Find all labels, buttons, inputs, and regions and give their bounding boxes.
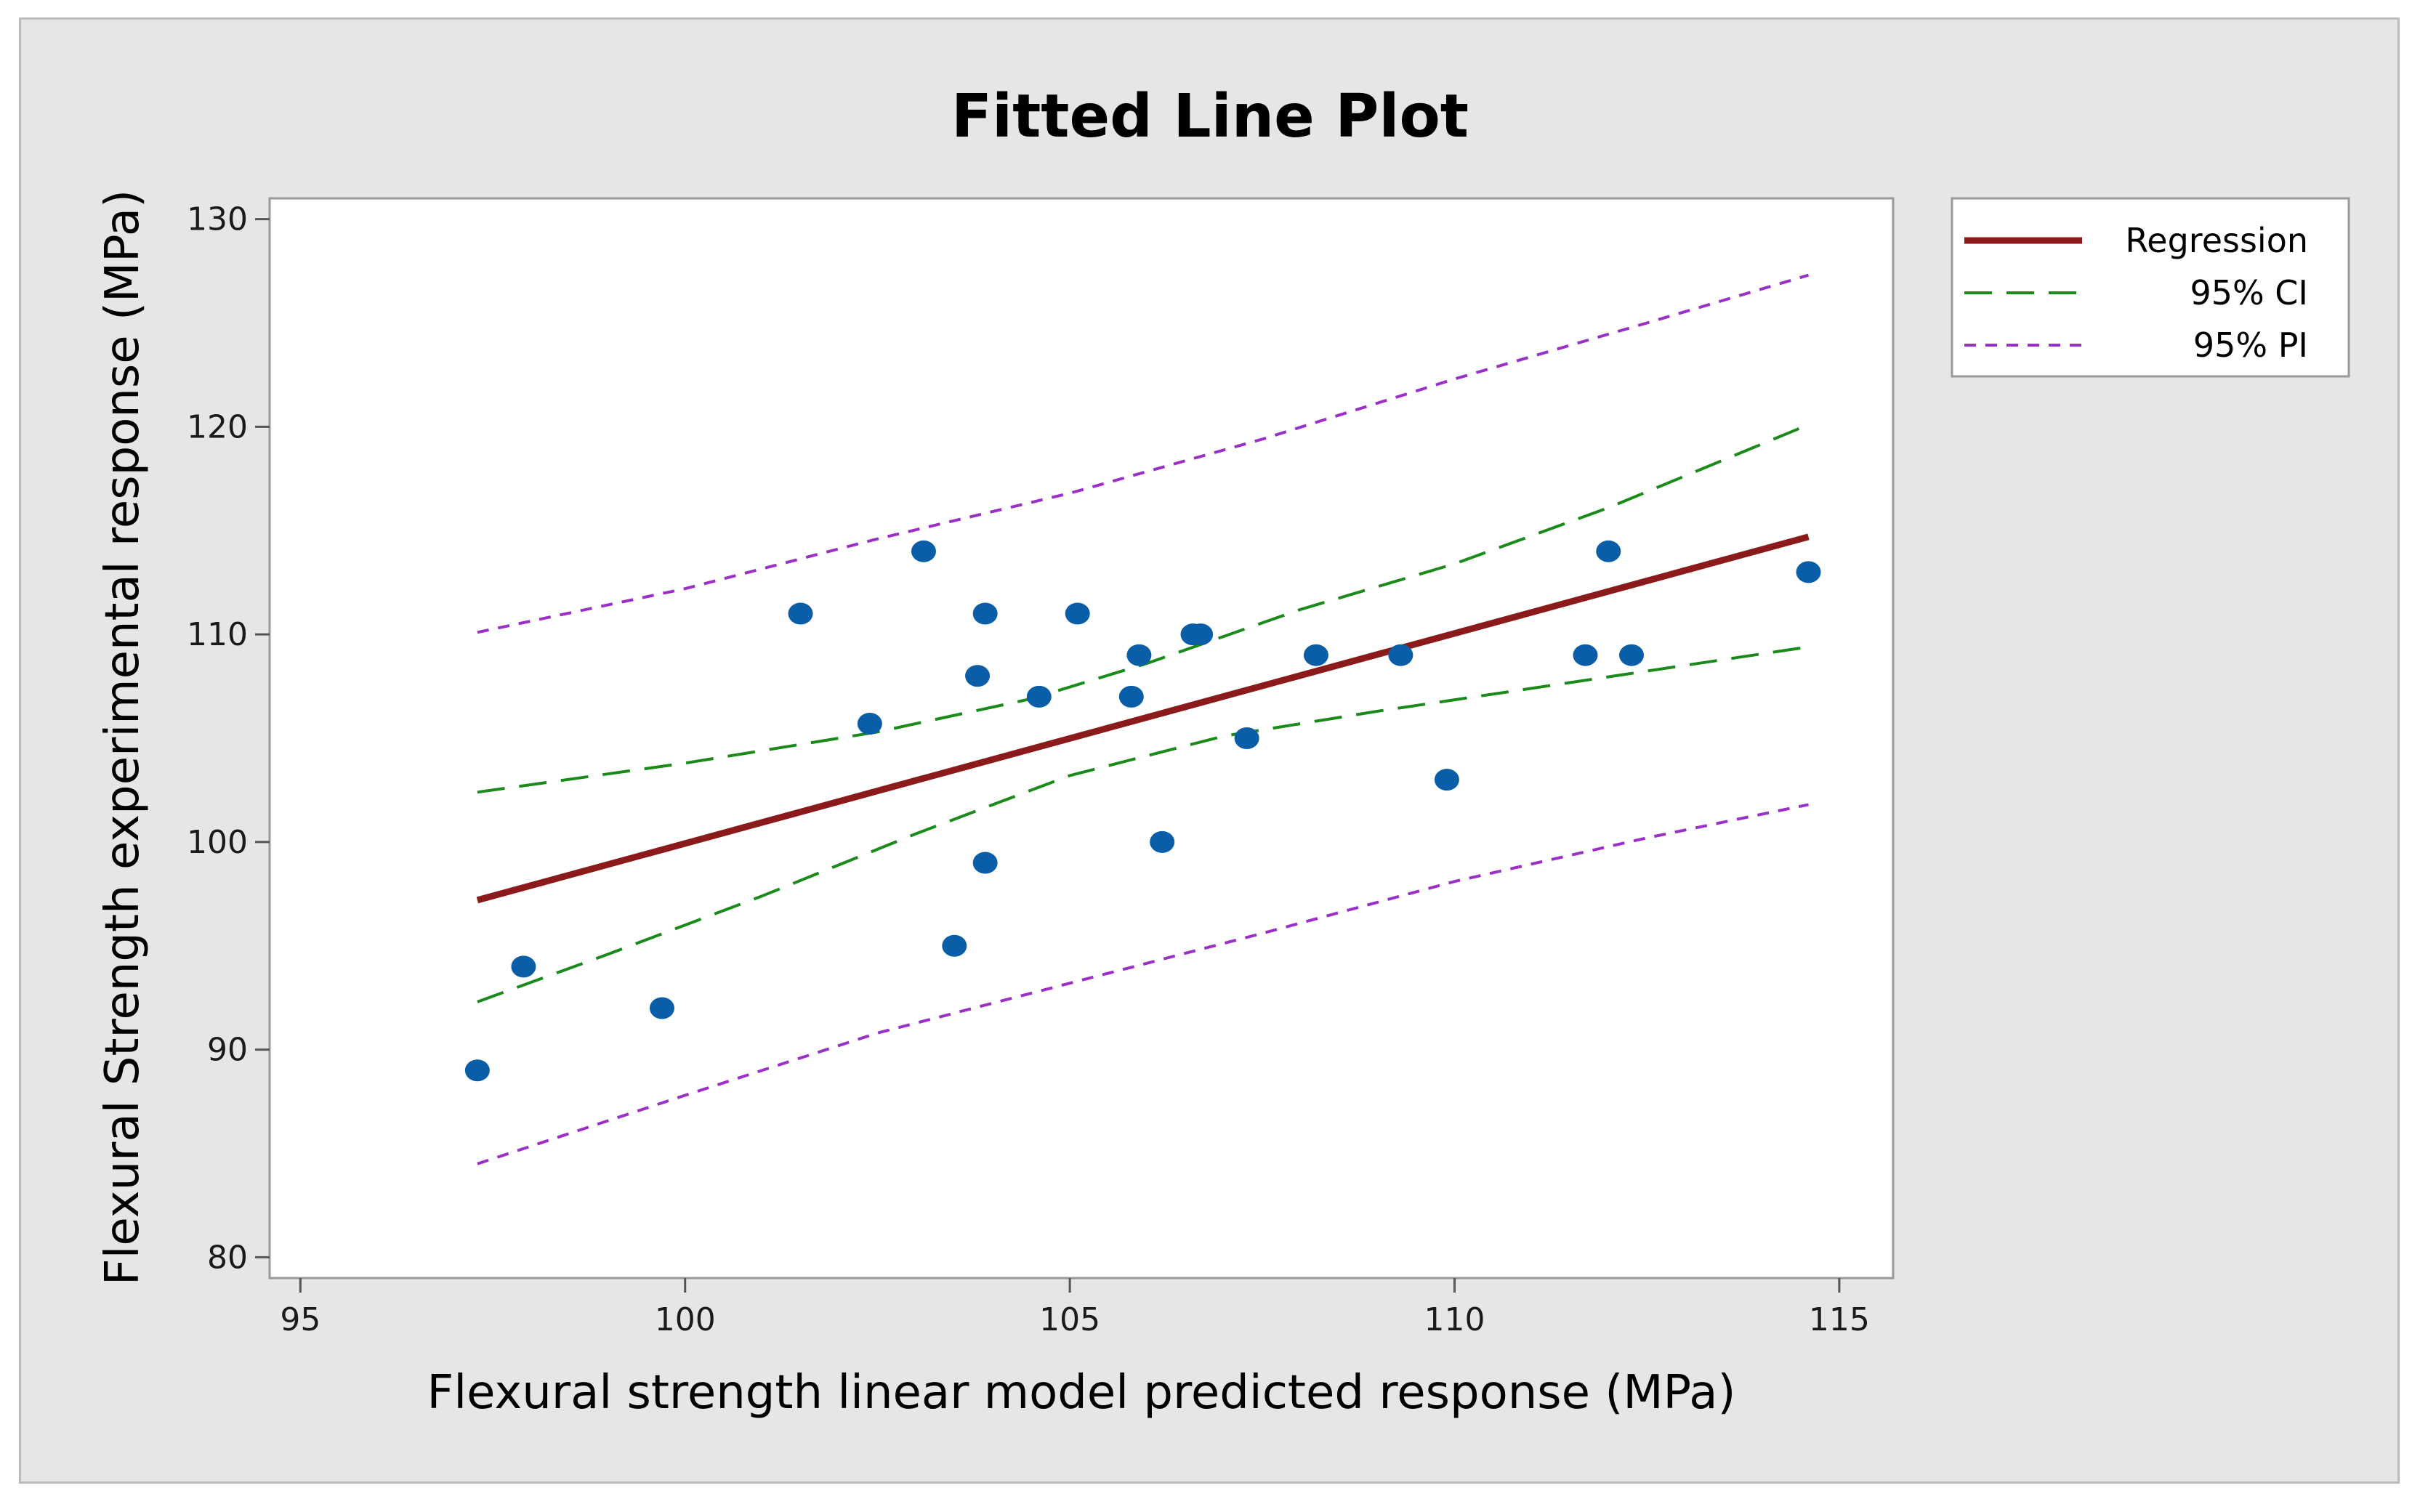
data-point — [649, 997, 674, 1019]
ci-lower-line — [477, 645, 1809, 1003]
data-point — [1234, 727, 1259, 749]
legend: Regression 95% CI 95% PI — [1951, 197, 2350, 378]
data-point — [1118, 685, 1144, 708]
data-point — [942, 934, 967, 957]
pi-lower-line — [477, 803, 1809, 1165]
data-point — [1126, 644, 1152, 666]
x-tick-label: 115 — [1809, 1301, 1870, 1338]
x-axis-title: Flexural strength linear model predicted… — [427, 1366, 1736, 1420]
x-tick-label: 110 — [1424, 1301, 1485, 1338]
data-point — [911, 540, 936, 562]
x-tick-label: 100 — [655, 1301, 716, 1338]
x-axis: 95 100 105 110 115 — [280, 1278, 1870, 1338]
data-point — [1573, 644, 1598, 666]
y-tick-label: 130 — [187, 201, 248, 238]
legend-box — [1951, 197, 2350, 378]
data-point — [1796, 561, 1821, 583]
data-point — [1150, 830, 1175, 853]
chart-title: Fitted Line Plot — [951, 82, 1469, 151]
y-tick-label: 110 — [187, 616, 248, 653]
y-tick-label: 120 — [187, 408, 248, 445]
data-point — [788, 602, 813, 625]
y-tick-label: 90 — [207, 1032, 248, 1069]
data-point — [1026, 685, 1052, 708]
y-axis-title: Flexural Strength experimental response … — [96, 190, 150, 1285]
data-point — [464, 1059, 490, 1082]
legend-label: Regression — [2125, 221, 2308, 260]
legend-label: 95% PI — [2193, 326, 2308, 365]
data-point — [1065, 602, 1090, 625]
data-point — [1188, 623, 1214, 646]
y-axis: 80 90 100 110 120 130 — [187, 201, 270, 1276]
data-point — [511, 955, 536, 978]
data-point — [972, 602, 998, 625]
data-point — [1596, 540, 1621, 562]
data-point — [1303, 644, 1328, 666]
data-point — [1434, 769, 1459, 791]
data-point — [1388, 644, 1413, 666]
data-point — [857, 712, 882, 735]
y-tick-label: 100 — [187, 824, 248, 861]
data-point — [1619, 644, 1645, 666]
data-point — [965, 665, 991, 687]
regression-line — [476, 533, 1810, 904]
data-points — [464, 540, 1821, 1082]
y-tick-label: 80 — [207, 1239, 248, 1276]
x-tick-label: 95 — [280, 1301, 320, 1338]
x-tick-label: 105 — [1039, 1301, 1100, 1338]
legend-label: 95% CI — [2190, 273, 2308, 312]
data-point — [972, 852, 998, 874]
